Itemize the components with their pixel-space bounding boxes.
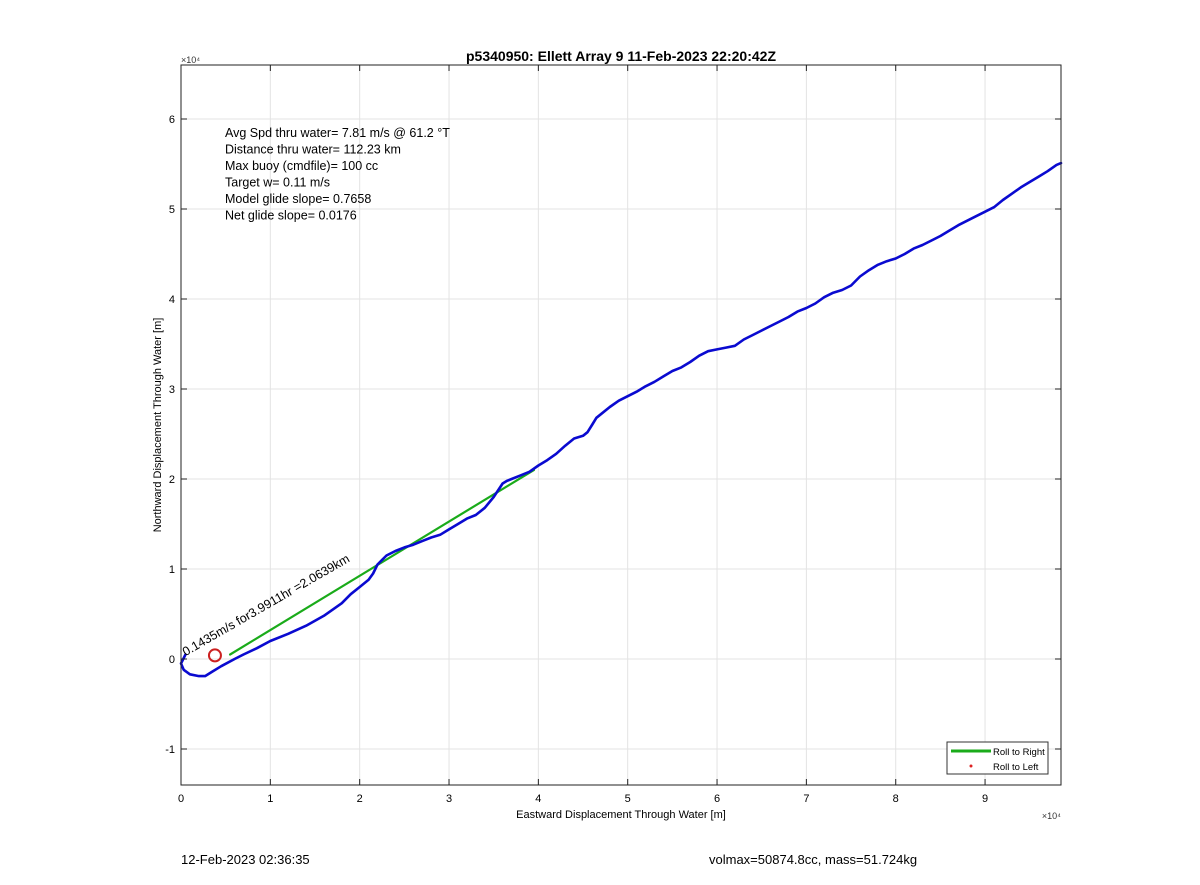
legend-box (946, 741, 1049, 775)
x-exponent-label: ×10⁴ (1042, 811, 1061, 821)
series-layer (179, 161, 1063, 678)
legend-label-roll-right: Roll to Right (993, 747, 1045, 758)
y-tick-label: 6 (169, 114, 175, 126)
y-tick-label: -1 (165, 744, 175, 756)
y-tick-label: 5 (169, 204, 175, 216)
x-tick-label: 0 (178, 793, 184, 805)
axes-box (180, 64, 1062, 786)
x-tick-label: 6 (714, 793, 720, 805)
legend: Roll to Right Roll to Left (946, 741, 1049, 775)
info-text-block: Avg Spd thru water= 7.81 m/s @ 61.2 °T Di… (225, 126, 450, 223)
series-line-roll-to-right (229, 468, 536, 656)
chart-title: p5340950: Ellett Array 9 11-Feb-2023 22:… (466, 48, 776, 64)
info-line: Net glide slope= 0.0176 (225, 209, 357, 223)
y-axis-label: Northward Displacement Through Water [m] (152, 318, 164, 533)
y-tick-label: 1 (169, 564, 175, 576)
x-tick-label: 8 (893, 793, 899, 805)
x-tick-label: 4 (535, 793, 541, 805)
footer-volmax-mass: volmax=50874.8cc, mass=51.724kg (709, 852, 918, 867)
info-line: Target w= 0.11 m/s (225, 176, 330, 190)
x-axis-label: Eastward Displacement Through Water [m] (516, 809, 726, 821)
plot-area (181, 65, 1061, 785)
series-line-track (179, 161, 1063, 678)
ticks-layer: 0 1 2 3 4 5 6 7 8 9 -1 0 1 2 3 4 5 6 (165, 65, 1061, 805)
legend-label-roll-left: Roll to Left (993, 762, 1039, 773)
y-tick-label: 2 (169, 474, 175, 486)
x-tick-label: 5 (625, 793, 631, 805)
info-line: Distance thru water= 112.23 km (225, 143, 401, 157)
y-tick-label: 3 (169, 384, 175, 396)
x-tick-label: 2 (357, 793, 363, 805)
y-tick-label: 4 (169, 294, 175, 306)
position-marker (207, 648, 222, 663)
x-tick-label: 1 (267, 793, 273, 805)
info-line: Max buoy (cmdfile)= 100 cc (225, 159, 378, 173)
info-line: Avg Spd thru water= 7.81 m/s @ 61.2 °T (225, 126, 450, 140)
info-line: Model glide slope= 0.7658 (225, 192, 371, 206)
x-tick-label: 3 (446, 793, 452, 805)
x-tick-label: 7 (803, 793, 809, 805)
legend-swatch-roll-left (969, 764, 973, 768)
y-exponent-label: ×10⁴ (181, 55, 200, 65)
grid (180, 65, 1061, 785)
y-tick-label: 0 (169, 654, 175, 666)
footer-timestamp: 12-Feb-2023 02:36:35 (181, 852, 310, 867)
x-tick-label: 9 (982, 793, 988, 805)
